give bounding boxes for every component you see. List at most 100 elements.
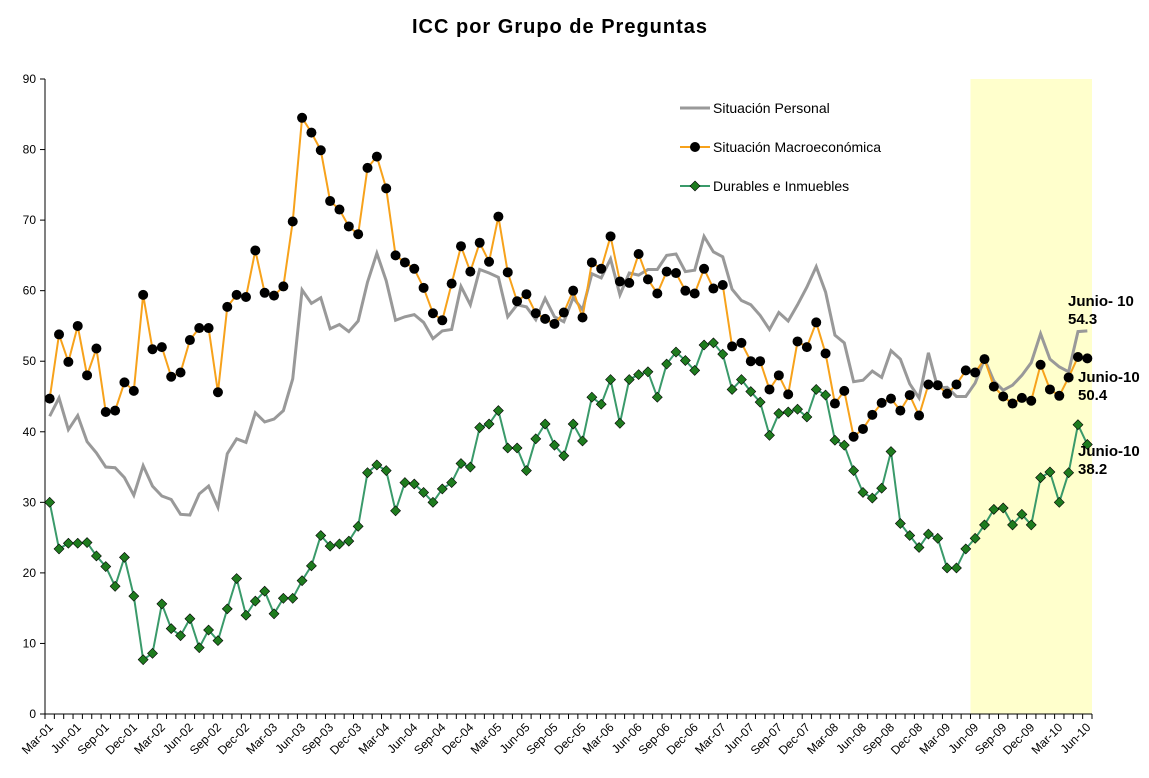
point (699, 263, 710, 274)
point (1072, 419, 1084, 431)
point (530, 308, 541, 319)
point (1044, 466, 1056, 478)
point (474, 422, 486, 433)
legend-label: Durables e Inmuebles (713, 178, 849, 194)
point (408, 478, 420, 490)
point (511, 442, 523, 454)
point (941, 562, 953, 574)
x-tick-label: Mar-05 (468, 720, 505, 757)
point (1025, 519, 1037, 531)
x-tick-label: Mar-04 (356, 720, 393, 757)
point (147, 344, 158, 355)
point (352, 520, 364, 532)
point (540, 313, 551, 324)
point (240, 609, 252, 621)
point (652, 288, 663, 299)
point (259, 287, 270, 298)
point (119, 551, 130, 563)
point (1063, 372, 1074, 383)
point (418, 282, 429, 293)
point (614, 276, 625, 287)
point (409, 263, 420, 274)
point (866, 492, 878, 504)
y-tick-label: 70 (23, 213, 37, 227)
point (446, 477, 458, 489)
point (343, 221, 354, 232)
point (857, 487, 869, 498)
point (390, 505, 401, 517)
x-tick-label: Dec-06 (664, 720, 701, 757)
point (297, 112, 308, 123)
point (305, 560, 317, 572)
point (1081, 439, 1093, 450)
point (857, 423, 868, 434)
point (867, 409, 878, 420)
y-tick-label: 80 (23, 143, 37, 157)
point (221, 603, 233, 615)
point (633, 369, 645, 381)
x-tick-label: Mar-07 (692, 720, 729, 757)
point (502, 267, 513, 278)
point (1053, 496, 1065, 508)
point (446, 278, 457, 289)
point (484, 256, 495, 267)
point (166, 371, 177, 382)
point (586, 391, 598, 403)
point (689, 288, 700, 299)
annotation-value: 54.3 (1068, 311, 1097, 328)
point (1044, 384, 1055, 395)
point (315, 530, 327, 541)
point (156, 342, 167, 353)
point (371, 459, 383, 471)
x-tick-label: Dec-07 (776, 720, 813, 757)
point (362, 162, 373, 173)
x-tick-label: Dec-03 (327, 720, 364, 757)
point (44, 496, 56, 508)
point (324, 540, 336, 552)
point (549, 318, 560, 329)
y-tick-label: 40 (23, 425, 37, 439)
point (727, 341, 738, 352)
point (988, 381, 999, 392)
point (876, 482, 888, 494)
x-tick-label: Mar-01 (19, 720, 56, 757)
point (502, 442, 514, 454)
point (792, 336, 803, 347)
point (156, 598, 168, 610)
point (633, 248, 644, 259)
point (932, 380, 943, 391)
point (109, 580, 121, 592)
point (577, 312, 588, 323)
point (567, 418, 579, 430)
point (997, 502, 1009, 514)
point (203, 323, 214, 334)
point (773, 408, 785, 419)
point (455, 241, 466, 252)
chart-title: ICC por Grupo de Preguntas (412, 16, 708, 38)
point (147, 647, 158, 659)
point (614, 417, 626, 429)
point (259, 585, 271, 597)
y-tick-label: 50 (23, 354, 37, 368)
point (231, 573, 243, 584)
point (492, 405, 504, 417)
point (838, 439, 850, 451)
x-tick-label: Dec-01 (103, 720, 140, 757)
point (203, 624, 215, 636)
point (568, 285, 579, 296)
point (586, 257, 597, 268)
point (1007, 519, 1018, 531)
point (1016, 508, 1028, 520)
point (951, 562, 962, 574)
point (250, 245, 261, 256)
point (754, 396, 766, 408)
point (671, 268, 682, 279)
x-tick-label: Dec-02 (215, 720, 252, 757)
point (970, 367, 981, 378)
legend-label: Situación Personal (713, 100, 830, 116)
point (90, 550, 102, 562)
point (539, 418, 551, 430)
x-tick-label: Dec-09 (1000, 720, 1037, 757)
point (942, 388, 953, 399)
point (464, 461, 476, 473)
